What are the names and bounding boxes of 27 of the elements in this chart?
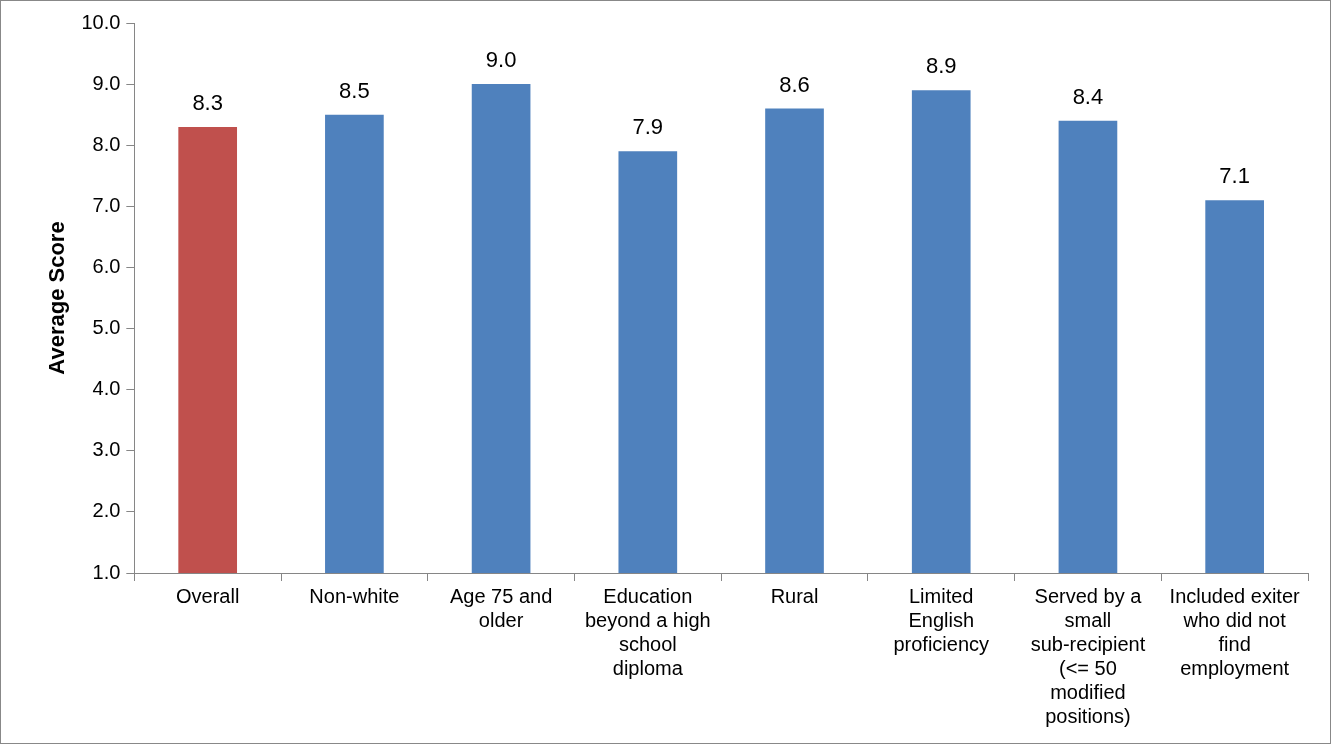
x-tick-label: Age 75 and older [449, 584, 553, 631]
y-tick-label: 1.0 [92, 560, 121, 583]
x-tick-label: Limited English proficiency [893, 584, 990, 655]
y-tick-label: 4.0 [92, 377, 121, 400]
x-tick-label: Education beyond a high school diploma [584, 584, 711, 679]
y-tick-label: 3.0 [92, 438, 121, 461]
y-tick-label: 2.0 [92, 499, 121, 522]
x-tick-label: Overall [176, 584, 240, 607]
y-tick-label: 7.0 [92, 193, 121, 216]
y-tick-label: 6.0 [92, 254, 121, 277]
x-tick-label: Included exiter who did not find employment [1169, 584, 1301, 679]
x-tick-label: Non-white [309, 584, 400, 607]
y-tick-label: 9.0 [92, 71, 121, 94]
data-label: 8.9 [925, 53, 957, 79]
data-label: 8.6 [779, 71, 810, 97]
data-label: 7.1 [1219, 163, 1250, 189]
data-label: 9.0 [485, 47, 517, 73]
x-tick-label: Rural [770, 584, 819, 607]
y-tick-label: 5.0 [92, 316, 121, 339]
data-label: 8.4 [1072, 83, 1104, 109]
data-label: 8.5 [339, 77, 370, 103]
data-label: 7.9 [632, 114, 664, 140]
x-tick-label: Served by a small sub-recipient (<= 50 modified positions) [1030, 584, 1146, 727]
data-label: 8.3 [192, 89, 223, 115]
y-tick-label: 10.0 [81, 10, 121, 33]
y-axis-title: Average Score [44, 221, 70, 375]
y-tick-label: 8.0 [92, 132, 121, 155]
